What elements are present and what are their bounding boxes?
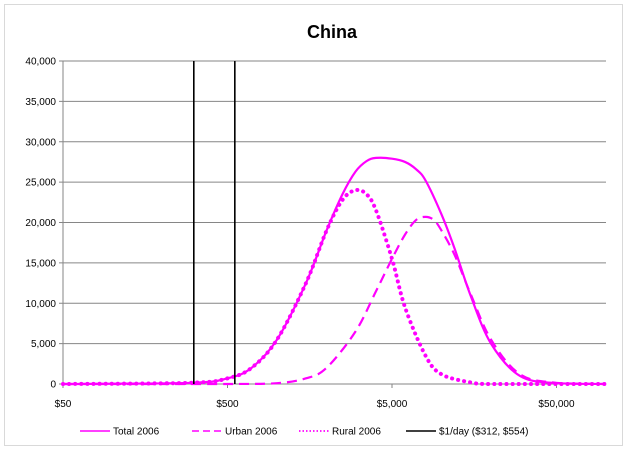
series-rural-2006-line [61, 187, 608, 387]
series-urban-2006-line [62, 215, 607, 386]
y-tick-label: 20,000 [25, 218, 56, 229]
grid-layer [63, 60, 606, 345]
y-tick-label: 25,000 [25, 178, 56, 189]
legend-label-total-2006: Total 2006 [113, 427, 160, 438]
y-tick-label: 35,000 [25, 97, 56, 108]
x-tick-label: $50,000 [538, 399, 575, 410]
y-tick-label: 5,000 [31, 339, 56, 350]
y-tick-label: 15,000 [25, 258, 56, 269]
y-tick-label: 30,000 [25, 137, 56, 148]
series-layer [61, 61, 608, 387]
chart-frame [4, 4, 623, 446]
x-tick-label: $50 [55, 399, 72, 410]
x-tick-label: $5,000 [377, 399, 408, 410]
legend: Total 2006 Urban 2006 Rural 2006 $1/day ($3… [80, 427, 529, 438]
legend-label-urban-2006: Urban 2006 [225, 427, 278, 438]
y-tick-label: 40,000 [25, 57, 56, 68]
chart-title: China [307, 22, 358, 42]
y-tick-label: 0 [50, 380, 56, 391]
series-total-2006-line [62, 156, 607, 386]
axis-layer: 0 5,000 10,000 15,000 20,000 25,000 30,000 35,0… [25, 57, 606, 410]
x-tick-label: $500 [216, 399, 239, 410]
legend-label-1-day-312-554: $1/day ($312, $554) [439, 427, 529, 438]
y-tick-label: 10,000 [25, 299, 56, 310]
legend-label-rural-2006: Rural 2006 [332, 427, 381, 438]
